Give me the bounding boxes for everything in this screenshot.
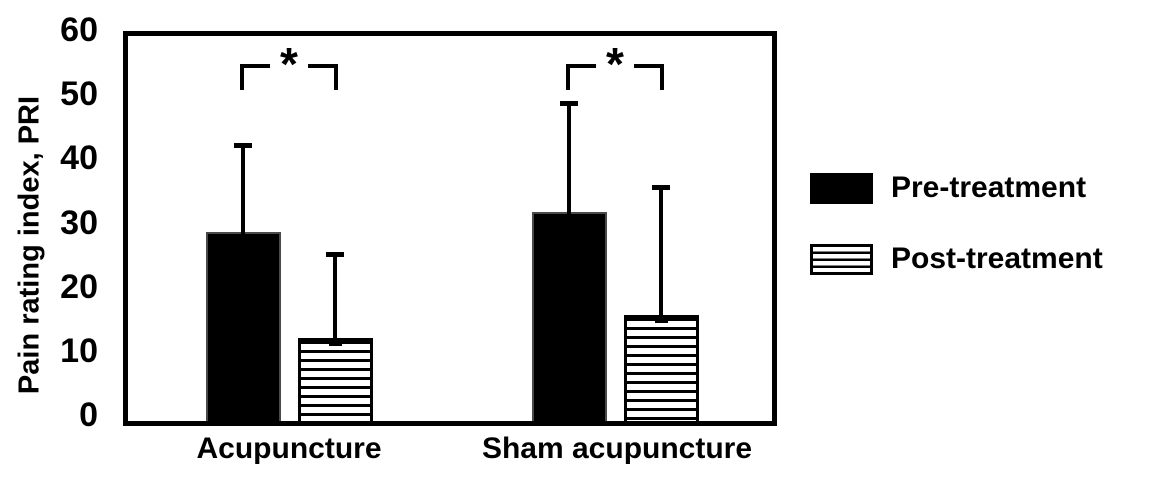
bar-pre-treatment-sham-acupuncture: [531, 212, 607, 421]
bar-post-treatment-sham-acupuncture: [623, 315, 699, 421]
y-tick-label-0: 0: [79, 396, 98, 434]
bar-pre-treatment-acupuncture: [205, 231, 281, 421]
error-bar-cap-pre-treatment-sham-acupuncture: [560, 101, 578, 107]
y-tick-label-30: 30: [60, 203, 98, 242]
legend-label-pre-treatment: Pre-treatment: [891, 171, 1087, 204]
error-bar-lower-cap-post-treatment-sham-acupuncture: [654, 319, 668, 324]
error-bar-line-post-treatment-acupuncture: [333, 254, 337, 346]
plot-area: * *: [123, 31, 777, 426]
y-tick-label-50: 50: [60, 75, 98, 114]
significance-bracket-sham-acupuncture: *: [566, 41, 664, 90]
error-bar-cap-post-treatment-sham-acupuncture: [652, 184, 670, 190]
legend-item-post-treatment: Post-treatment: [810, 242, 1103, 276]
bar-post-treatment-acupuncture: [297, 337, 373, 421]
legend-swatch-post-treatment: [810, 243, 873, 275]
error-bar-line-post-treatment-sham-acupuncture: [659, 186, 663, 324]
significance-bracket-acupuncture: *: [240, 41, 338, 90]
error-bar-lower-cap-post-treatment-acupuncture: [328, 341, 342, 346]
y-tick-label-40: 40: [60, 139, 98, 178]
error-bar-line-pre-treatment-sham-acupuncture: [567, 103, 571, 221]
y-tick-label-60: 60: [60, 11, 98, 49]
legend-label-post-treatment: Post-treatment: [891, 242, 1103, 275]
error-bar-line-pre-treatment-acupuncture: [241, 145, 245, 240]
legend-item-pre-treatment: Pre-treatment: [810, 171, 1086, 205]
y-tick-label-20: 20: [60, 267, 98, 306]
category-label-sham-acupuncture: Sham acupuncture: [481, 432, 753, 465]
error-bar-cap-pre-treatment-acupuncture: [234, 143, 252, 149]
legend-swatch-pre-treatment: [810, 172, 873, 204]
significance-star-sham-acupuncture: *: [596, 41, 634, 87]
error-bar-cap-post-treatment-acupuncture: [326, 252, 344, 258]
significance-star-acupuncture: *: [270, 41, 308, 87]
category-label-acupuncture: Acupuncture: [196, 432, 382, 465]
y-tick-label-10: 10: [60, 331, 98, 370]
